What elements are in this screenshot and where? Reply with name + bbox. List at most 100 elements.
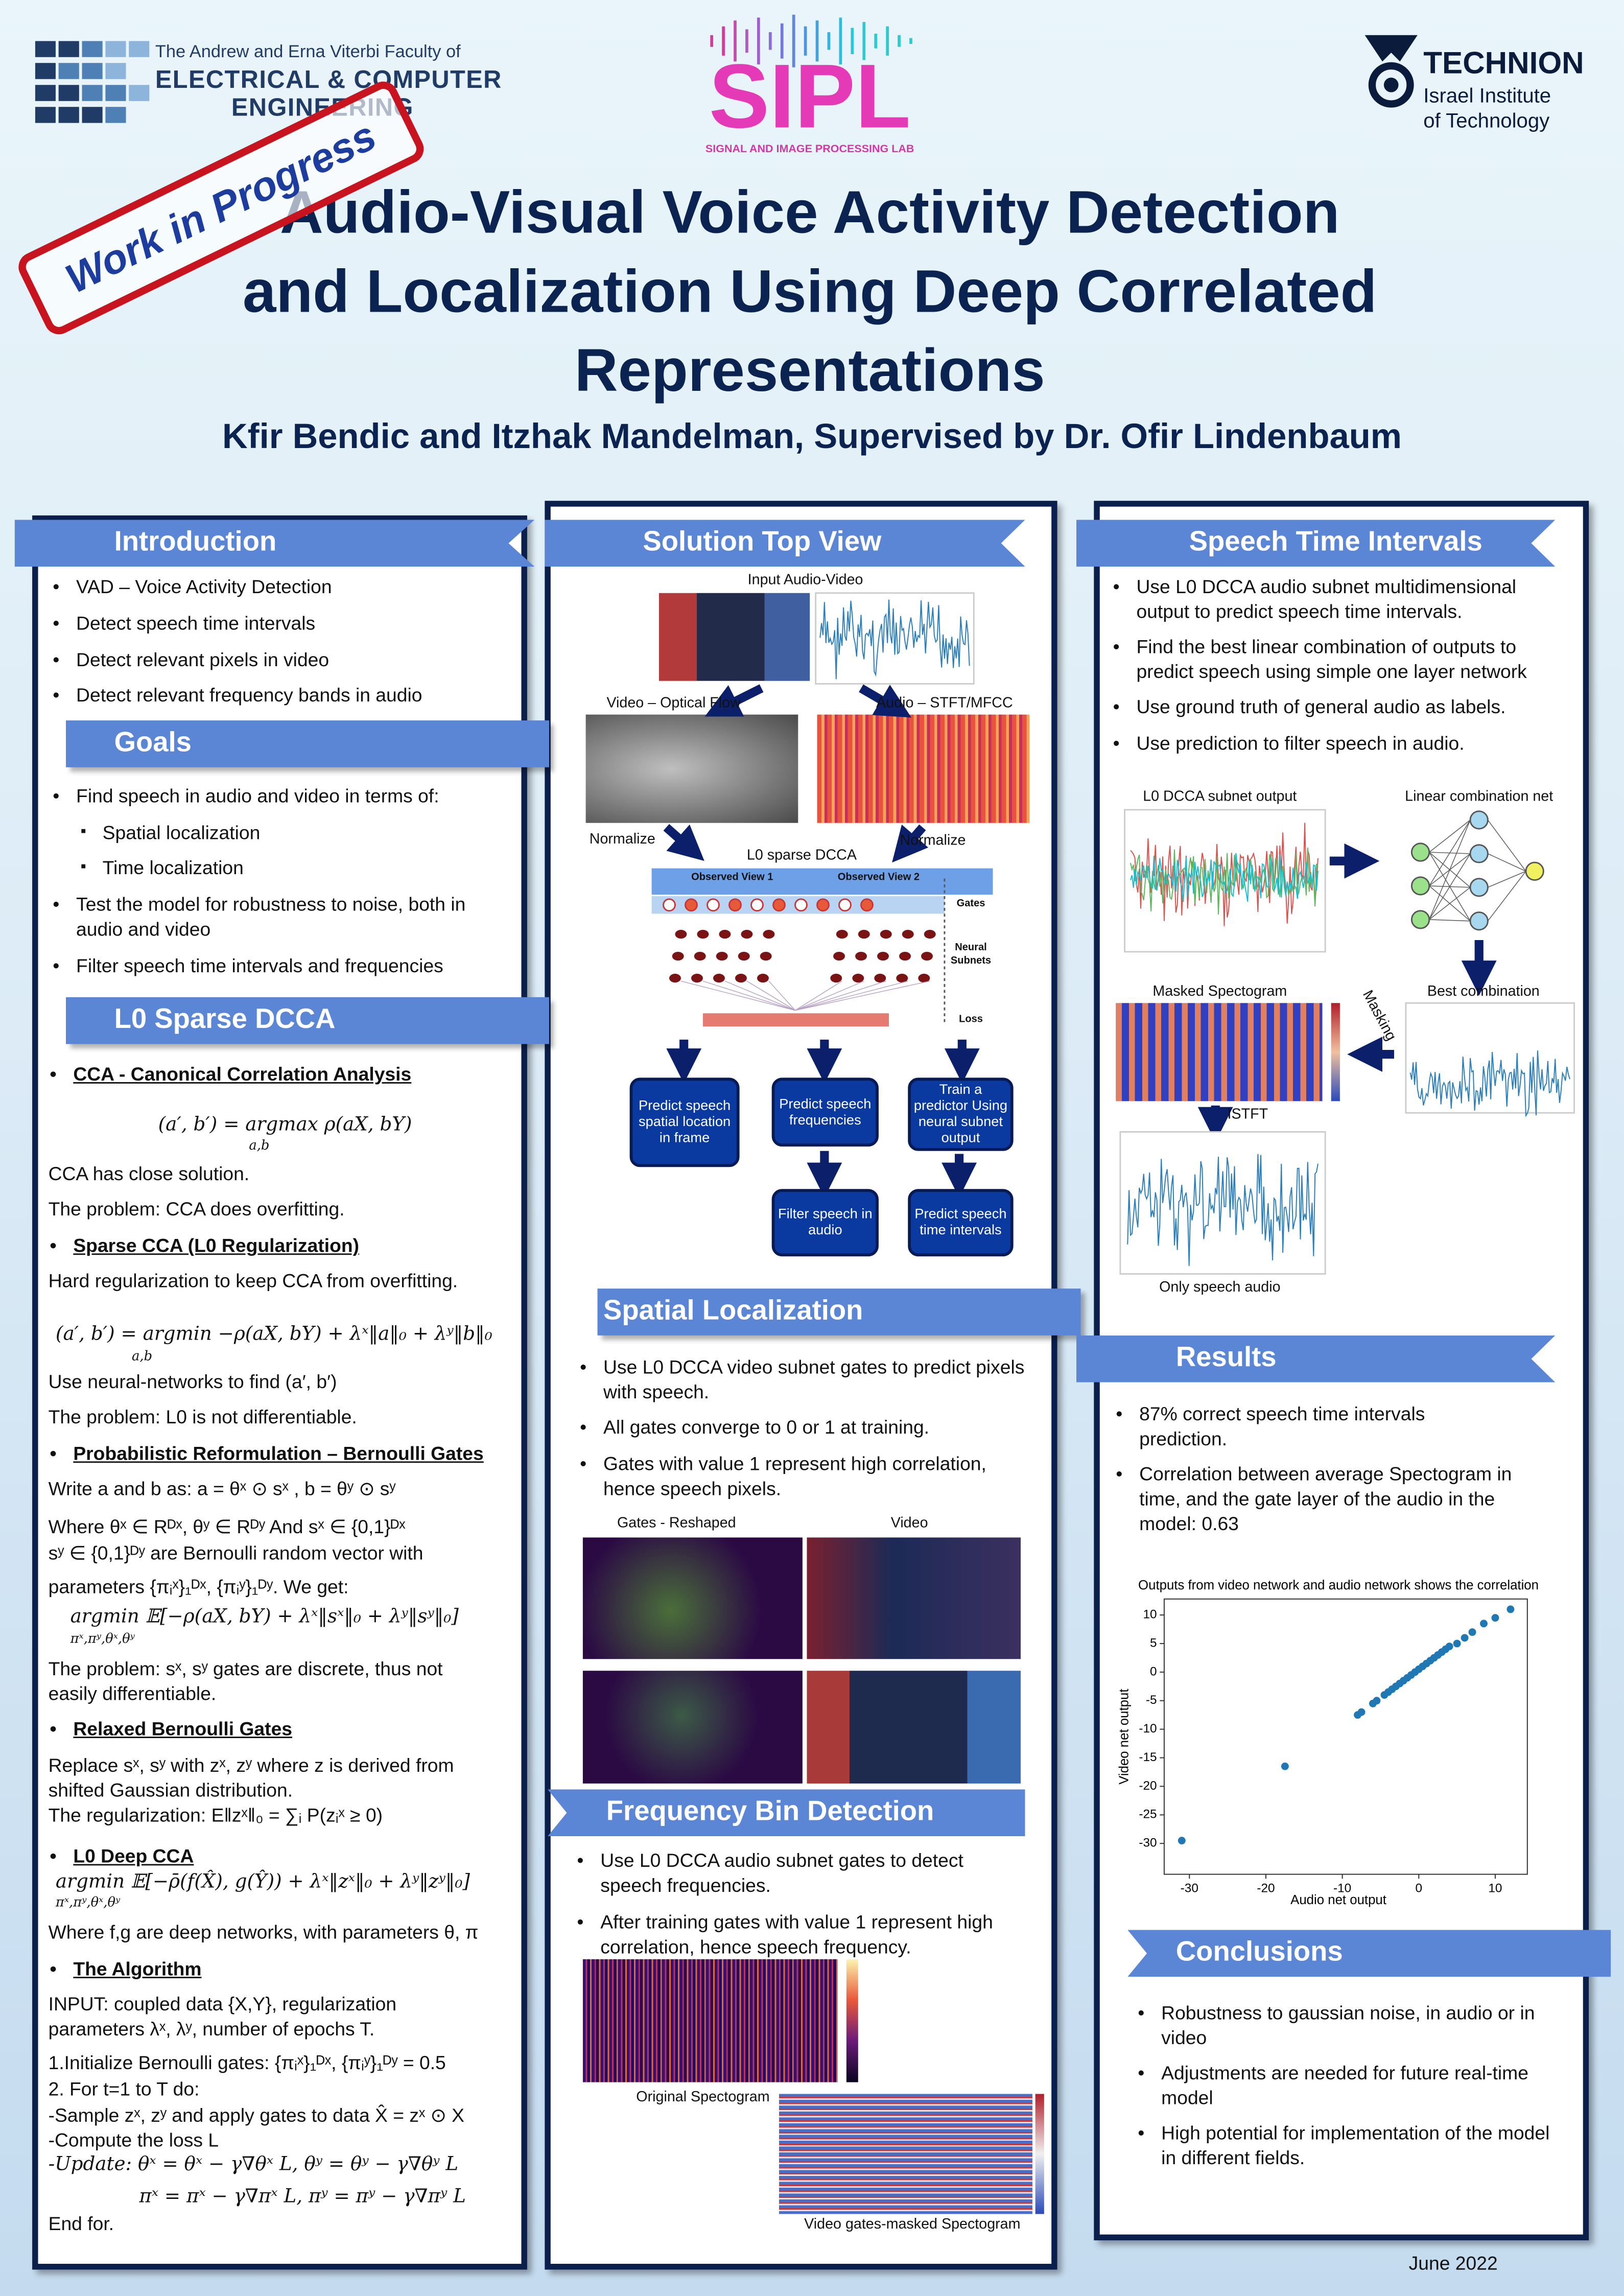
text: After training gates with value 1 repres… xyxy=(577,1909,1040,1959)
subnet-node xyxy=(830,973,842,983)
subnet-edge xyxy=(795,980,842,1011)
network-diagram xyxy=(663,810,1544,1011)
text: a,b xyxy=(131,1350,153,1365)
net-node xyxy=(1410,910,1430,929)
subnet-node xyxy=(741,929,753,939)
caption: Video gates-masked Spectogram xyxy=(804,2217,1021,2233)
point xyxy=(1281,1762,1289,1770)
gate-node xyxy=(816,898,830,912)
gate-node xyxy=(794,898,808,912)
text: (a′, b′) = argmin −ρ(aX, bY) + λˣ‖a‖₀ + … xyxy=(55,1323,492,1346)
point xyxy=(1453,1639,1461,1648)
faculty-logo xyxy=(35,41,150,123)
net-node xyxy=(1469,844,1489,863)
y-axis-label: Video net output xyxy=(1117,1689,1131,1785)
optical-flow-image xyxy=(585,714,798,823)
caption: Normalize xyxy=(589,831,655,848)
caption: Gates xyxy=(956,899,985,909)
section-heading: Results xyxy=(1076,1335,1556,1383)
subnet-node xyxy=(735,973,747,983)
subnet-edge xyxy=(746,980,795,1011)
text: argmin 𝔼[−ρ(aX, bY) + λˣ‖sˣ‖₀ + λʸ‖sʸ‖₀] xyxy=(70,1606,459,1629)
authors: Kfir Bendic and Itzhak Mandelman, Superv… xyxy=(222,417,1402,457)
point xyxy=(1445,1643,1453,1650)
flow-box: Predict speech spatial location in frame xyxy=(629,1077,740,1167)
net-node xyxy=(1469,810,1489,830)
subnet-node xyxy=(691,973,703,983)
net-node xyxy=(1469,878,1489,897)
text: L0 Deep CCA xyxy=(50,1843,512,1868)
net-edge xyxy=(1429,853,1471,920)
caption: Only speech audio xyxy=(1159,1279,1281,1296)
subnet-node xyxy=(858,929,870,939)
net-edge xyxy=(1429,819,1471,920)
subnet-edge xyxy=(724,980,795,1011)
text: Where f,g are deep networks, with parame… xyxy=(48,1921,479,1943)
caption: Observed View 2 xyxy=(837,873,920,883)
faculty-dept: ELECTRICAL & COMPUTER xyxy=(155,65,502,94)
title-line: Audio-Visual Voice Activity Detection xyxy=(279,178,1340,246)
plot-frame xyxy=(1405,1002,1575,1114)
subnet-node xyxy=(877,951,889,961)
subnet-node xyxy=(697,929,709,939)
university-sub: of Technology xyxy=(1423,108,1550,132)
x-axis-label: Audio net output xyxy=(1290,1893,1386,1907)
colorbar xyxy=(1331,1003,1340,1102)
subnet-node xyxy=(836,929,848,939)
faculty-name: The Andrew and Erna Viterbi Faculty of xyxy=(155,41,461,62)
caption: Video – Optical Flow xyxy=(606,695,741,712)
flow-box: Train a predictor Using neural subnet ou… xyxy=(908,1077,1014,1151)
text: Use neural-networks to find (a′, b′) xyxy=(48,1370,337,1393)
text: VAD – Voice Activity Detection xyxy=(53,574,515,599)
text: sʸ ∈ {0,1}ᴰʸ are Bernoulli random vector… xyxy=(48,1541,423,1564)
flow-box: Predict speech frequencies xyxy=(771,1077,879,1147)
title-line: Representations xyxy=(574,337,1045,405)
text: Find the best linear combination of outp… xyxy=(1113,634,1568,684)
text: πˣ,πʸ,θˣ,θʸ xyxy=(55,1896,121,1911)
text: INPUT: coupled data {X,Y}, regularizatio… xyxy=(48,1993,397,2040)
caption: Masked Spectogram xyxy=(1152,983,1287,1000)
text: The Algorithm xyxy=(50,1956,512,1981)
subnet-edge xyxy=(768,980,796,1011)
text: End for. xyxy=(48,2212,114,2235)
text: Write a and b as: a = θˣ ⊙ sˣ , b = θʸ ⊙… xyxy=(48,1477,396,1500)
subnet-node xyxy=(694,951,706,961)
point xyxy=(1468,1628,1476,1636)
caption: Linear combination net xyxy=(1405,789,1554,806)
section-heading: Spatial Localization xyxy=(597,1288,1081,1336)
subnet-node xyxy=(669,973,681,983)
net-node xyxy=(1410,876,1430,896)
subnet-node xyxy=(896,973,908,983)
text: Spatial localization xyxy=(81,820,513,845)
text: CCA has close solution. xyxy=(48,1162,250,1185)
subnet-edge xyxy=(702,980,795,1011)
gate-node xyxy=(750,898,764,912)
subnet-edge xyxy=(795,980,930,1011)
colorbar xyxy=(846,1959,858,2082)
subnet-edge xyxy=(795,980,908,1011)
plot-area xyxy=(1163,1598,1528,1875)
waveform xyxy=(819,599,970,680)
subnet-edge xyxy=(795,980,864,1011)
text: Filter speech time intervals and frequen… xyxy=(53,953,515,978)
x-tick-label: -30 xyxy=(1181,1882,1198,1895)
net-edge xyxy=(1429,819,1471,853)
text: -Sample zˣ, zʸ and apply gates to data X… xyxy=(48,2104,465,2126)
spectrogram-image xyxy=(779,2094,1032,2214)
gate-node xyxy=(685,898,698,912)
text: The problem: CCA does overfitting. xyxy=(48,1198,345,1220)
y-tick-label: -5 xyxy=(1146,1693,1157,1707)
text: Hard regularization to keep CCA from ove… xyxy=(48,1269,458,1292)
subnet-output xyxy=(1130,853,1319,902)
diagram-layer xyxy=(651,868,993,895)
text: 87% correct speech time intervals predic… xyxy=(1116,1401,1505,1451)
x-tick-label: -20 xyxy=(1257,1882,1275,1895)
text: Use prediction to filter speech in audio… xyxy=(1113,731,1568,756)
university-emblem xyxy=(1364,35,1418,108)
net-node xyxy=(1525,861,1544,881)
text: Sparse CCA (L0 Regularization) xyxy=(50,1233,512,1258)
text: Robustness to gaussian noise, in audio o… xyxy=(1138,2000,1554,2050)
colorbar xyxy=(1035,2094,1044,2214)
text: Detect relevant pixels in video xyxy=(53,647,515,672)
caption: L0 DCCA subnet output xyxy=(1143,789,1297,806)
